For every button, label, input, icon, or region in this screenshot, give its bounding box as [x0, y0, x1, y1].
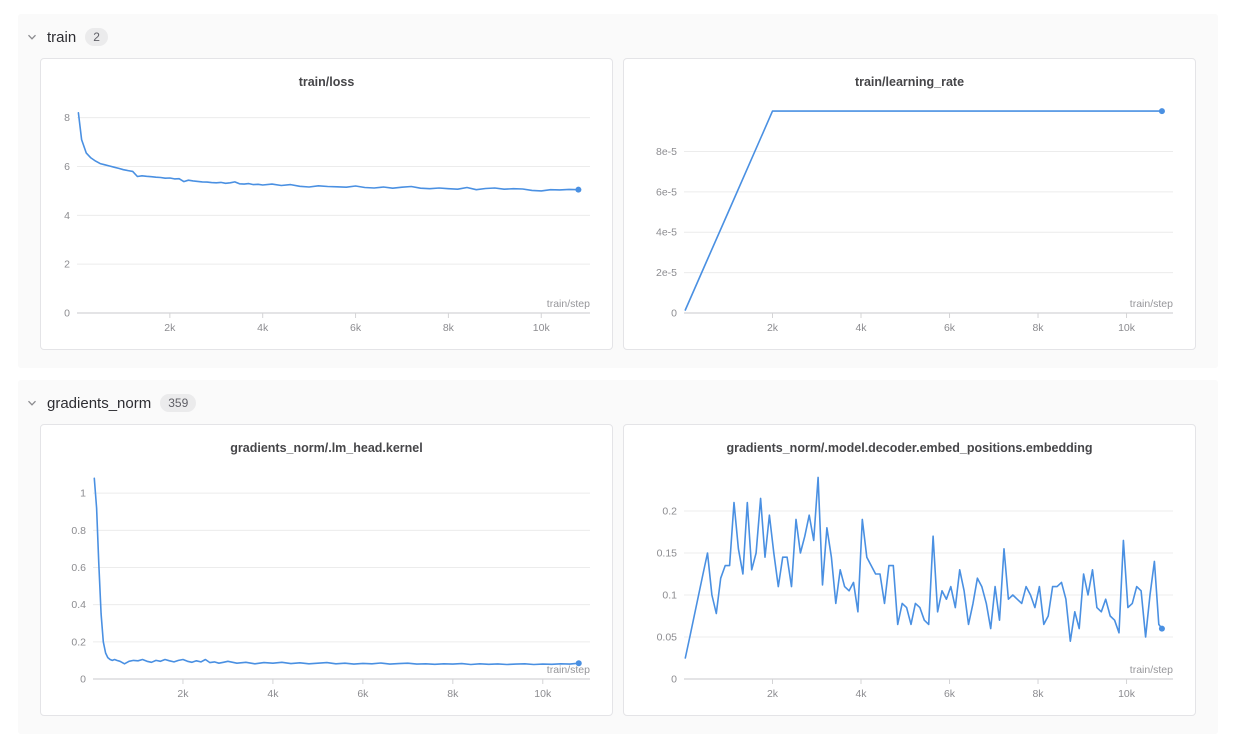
- svg-text:0.8: 0.8: [71, 525, 86, 537]
- svg-text:2k: 2k: [164, 322, 176, 334]
- svg-text:train/step: train/step: [1130, 298, 1173, 310]
- chart-card-train-learning-rate: train/learning_rate 0 2e-5 4e-5 6e-5 8e-5 2k 4…: [623, 58, 1196, 350]
- svg-text:0.2: 0.2: [71, 636, 86, 648]
- svg-text:6e-5: 6e-5: [656, 186, 677, 198]
- chart-title: train/learning_rate: [854, 75, 965, 89]
- svg-text:2e-5: 2e-5: [656, 267, 677, 279]
- line-chart-embed-positions-embedding[interactable]: 0 0.05 0.1 0.15 0.2 2k 4k 6k 8k 10k train/step: [634, 461, 1185, 705]
- line-chart-train-learning-rate[interactable]: 0 2e-5 4e-5 6e-5 8e-5 2k 4k 6k 8k 10k train/step: [634, 95, 1185, 339]
- svg-text:1: 1: [80, 488, 86, 500]
- svg-text:6k: 6k: [357, 688, 369, 700]
- svg-text:0: 0: [671, 308, 677, 320]
- svg-text:4k: 4k: [855, 322, 867, 334]
- section-gradients-norm: gradients_norm 359 gradients_norm/.lm_he…: [18, 380, 1218, 734]
- svg-text:4e-5: 4e-5: [656, 227, 677, 239]
- chevron-down-icon[interactable]: [26, 31, 38, 43]
- svg-text:2: 2: [64, 259, 70, 271]
- chart-card-embed-positions-embedding: gradients_norm/.model.decoder.embed_posi…: [623, 424, 1196, 716]
- svg-text:2k: 2k: [767, 688, 779, 700]
- section-header-gradients-norm[interactable]: gradients_norm 359: [26, 390, 1196, 416]
- svg-text:train/step: train/step: [547, 298, 590, 310]
- chart-title: train/loss: [298, 75, 355, 89]
- svg-text:4: 4: [64, 210, 70, 222]
- svg-text:8k: 8k: [1032, 688, 1044, 700]
- svg-text:0.4: 0.4: [71, 599, 86, 611]
- section-count-badge: 2: [85, 28, 108, 46]
- svg-text:0.05: 0.05: [657, 632, 678, 644]
- svg-text:6k: 6k: [944, 322, 956, 334]
- svg-text:2k: 2k: [177, 688, 189, 700]
- chart-card-train-loss: train/loss 0 2 4 6 8 2k 4k 6k 8k 10k train/step: [40, 58, 613, 350]
- charts-row: gradients_norm/.lm_head.kernel 0 0.2 0.4 0.…: [40, 424, 1196, 716]
- chart-title: gradients_norm/.model.decoder.embed_posi…: [726, 441, 1093, 455]
- svg-text:8k: 8k: [447, 688, 459, 700]
- svg-text:6k: 6k: [350, 322, 362, 334]
- line-chart-lm-head-kernel[interactable]: 0 0.2 0.4 0.6 0.8 1 2k 4k 6k 8k 10k train/step: [51, 461, 602, 705]
- svg-text:2k: 2k: [767, 322, 779, 334]
- svg-text:6k: 6k: [944, 688, 956, 700]
- charts-row: train/loss 0 2 4 6 8 2k 4k 6k 8k 10k train/step tr…: [40, 58, 1196, 350]
- svg-text:10k: 10k: [534, 688, 552, 700]
- svg-text:10k: 10k: [533, 322, 551, 334]
- svg-text:0.6: 0.6: [71, 562, 86, 574]
- chart-title: gradients_norm/.lm_head.kernel: [230, 441, 423, 455]
- chart-card-lm-head-kernel: gradients_norm/.lm_head.kernel 0 0.2 0.4 0.…: [40, 424, 613, 716]
- svg-text:0: 0: [671, 674, 677, 686]
- svg-text:10k: 10k: [1118, 322, 1136, 334]
- section-count-badge: 359: [160, 394, 197, 412]
- svg-text:train/step: train/step: [547, 664, 590, 676]
- svg-text:4k: 4k: [855, 688, 867, 700]
- svg-text:8: 8: [64, 112, 70, 124]
- svg-text:0.2: 0.2: [662, 506, 677, 518]
- section-header-train[interactable]: train 2: [26, 24, 1196, 50]
- section-title-train: train: [47, 28, 77, 46]
- svg-text:10k: 10k: [1118, 688, 1136, 700]
- svg-text:6: 6: [64, 161, 70, 173]
- svg-text:4k: 4k: [257, 322, 269, 334]
- svg-text:8k: 8k: [1032, 322, 1044, 334]
- section-title-gradients-norm: gradients_norm: [47, 394, 152, 412]
- svg-text:8k: 8k: [443, 322, 455, 334]
- line-chart-train-loss[interactable]: 0 2 4 6 8 2k 4k 6k 8k 10k train/step: [51, 95, 602, 339]
- svg-text:4k: 4k: [267, 688, 279, 700]
- section-train: train 2 train/loss 0 2 4 6 8 2k 4k 6k 8k 10k train…: [18, 14, 1218, 368]
- svg-text:train/step: train/step: [1130, 664, 1173, 676]
- svg-text:0.1: 0.1: [662, 590, 677, 602]
- chevron-down-icon[interactable]: [26, 397, 38, 409]
- svg-text:0.15: 0.15: [657, 548, 678, 560]
- svg-text:0: 0: [64, 308, 70, 320]
- svg-text:8e-5: 8e-5: [656, 146, 677, 158]
- svg-text:0: 0: [80, 674, 86, 686]
